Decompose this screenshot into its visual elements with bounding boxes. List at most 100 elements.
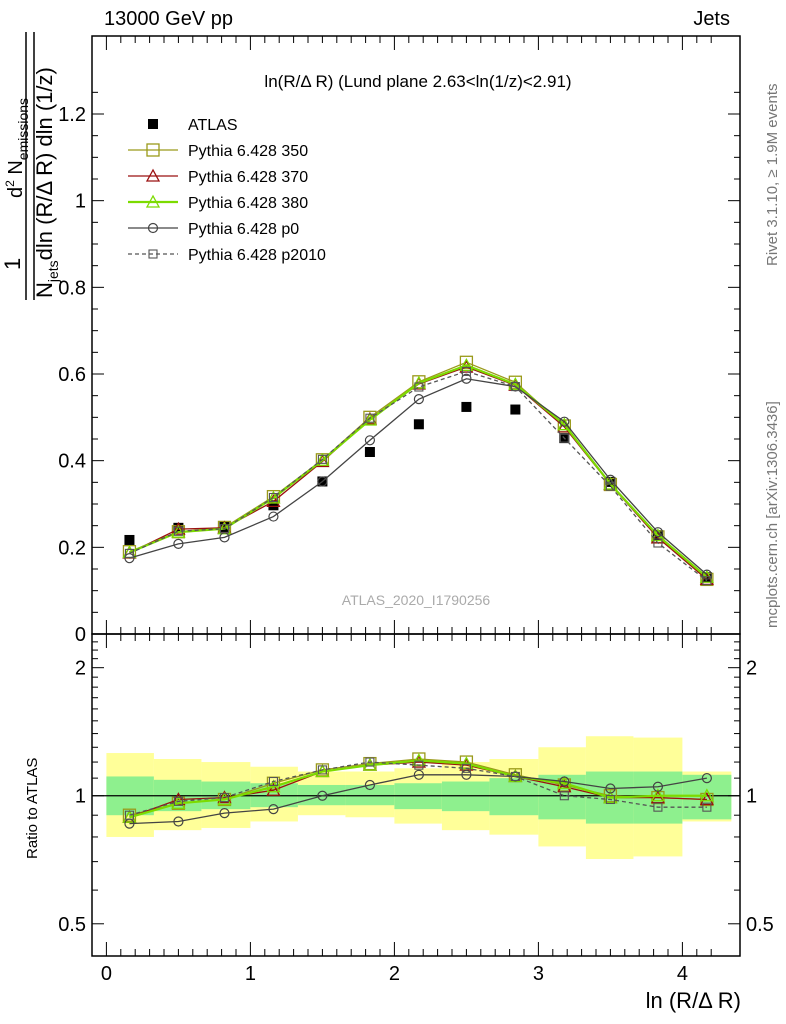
data-point <box>364 447 375 457</box>
legend-marker <box>145 168 161 182</box>
ratio-point <box>315 764 330 778</box>
ratio-line-pythia-6-428-p2010 <box>129 761 707 816</box>
data-point <box>461 373 472 384</box>
ratio-point <box>266 782 281 796</box>
ratio-point <box>317 790 328 801</box>
data-point <box>559 416 570 427</box>
legend-marker <box>145 194 161 208</box>
inner-band-bin <box>489 778 539 816</box>
ratio-point <box>461 769 472 780</box>
x-tick-label: 3 <box>533 963 544 985</box>
series-line-pythia-6-428-380 <box>129 364 708 579</box>
x-tick-label: 0 <box>101 963 112 985</box>
data-point <box>559 433 569 443</box>
ratio-point <box>702 802 712 812</box>
plot-title: ln(R/Δ R) (Lund plane 2.63<ln(1/z)<2.91) <box>264 72 571 91</box>
data-point <box>508 377 523 391</box>
ratio-point <box>557 775 572 789</box>
ratio-point <box>699 792 714 806</box>
ratio-plot-frame <box>91 633 741 957</box>
data-point <box>414 382 424 392</box>
data-point <box>461 401 472 412</box>
data-point <box>219 524 230 534</box>
ylabel-d: d <box>5 187 27 198</box>
legend-item-pythia-6-428-350: Pythia 6.428 350 <box>128 143 308 160</box>
data-point <box>268 500 279 511</box>
ylabel-N: N <box>32 282 57 298</box>
legend-label: Pythia 6.428 350 <box>188 143 308 160</box>
svg-text:Njetsdln (R/Δ R) dln (1/z): Njetsdln (R/Δ R) dln (1/z) <box>32 67 61 298</box>
ratio-point <box>605 794 615 805</box>
data-point <box>605 474 616 485</box>
ratio-point <box>364 779 376 791</box>
ratio-y-tick-label-left: 2 <box>75 658 86 680</box>
y-tick-label: 0.4 <box>58 451 86 473</box>
data-point <box>557 417 572 431</box>
ratio-point <box>605 783 616 794</box>
x-tick-label: 4 <box>677 963 688 985</box>
data-point <box>510 404 521 415</box>
ratio-point <box>171 795 186 809</box>
ratio-point <box>510 771 520 782</box>
data-point <box>363 410 377 424</box>
data-point <box>459 357 474 371</box>
ylabel-N-num: N <box>5 160 27 180</box>
svg-text:d2 Nemissions: d2 Nemissions <box>3 98 31 198</box>
ratio-point <box>173 796 183 806</box>
main-y-axis-label: 1 Njetsdln (R/Δ R) dln (1/z) d2 Nemissio… <box>0 32 61 300</box>
ylabel-jets-sub: jets <box>45 260 61 283</box>
header-process-label: 13000 GeV pp <box>104 8 233 30</box>
legend: ATLAS Pythia 6.428 350 Pythia 6.428 370 Pyt… <box>128 117 326 264</box>
y-tick-label: 0 <box>75 624 86 646</box>
ratio-point <box>219 793 230 803</box>
data-point <box>315 452 330 466</box>
ratio-series-pythia-6-428-p2010 <box>124 757 712 820</box>
ratio-y-tick-label-right: 1 <box>746 786 757 808</box>
legend-item-pythia-6-428-370: Pythia 6.428 370 <box>128 168 308 186</box>
ratio-y-tick-label-right: 0.5 <box>746 914 774 936</box>
ratio-point <box>219 808 230 819</box>
ratio-plot-ticks: 0.5 0.5 1 1 2 2 0 1 2 3 4 <box>58 634 774 985</box>
main-plot-panel: 0 0.2 0.4 0.6 0.8 1 1.2 ln(R/Δ R) (Lund plane … <box>0 32 741 646</box>
ratio-point <box>362 757 378 771</box>
data-point <box>510 382 520 392</box>
ylabel-emissions-sub: emissions <box>15 98 31 160</box>
ylabel-dln: dln (R/Δ R) dln (1/z) <box>32 67 57 260</box>
ratio-plot-series <box>122 752 714 829</box>
ratio-series-pythia-6-428-380 <box>122 753 714 823</box>
y-tick-label: 1 <box>75 191 86 213</box>
svg-text:1: 1 <box>0 258 25 270</box>
x-tick-label: 1 <box>245 963 256 985</box>
series-pythia-6-428-380 <box>122 357 714 583</box>
ratio-point <box>559 791 569 801</box>
legend-item-pythia-6-428-p2010: Pythia 6.428 p2010 <box>128 247 326 264</box>
y-tick-label: 0.2 <box>58 537 86 559</box>
legend-item-pythia-6-428-380: Pythia 6.428 380 <box>128 194 308 212</box>
ratio-y-axis-label: Ratio to ATLAS <box>24 758 41 859</box>
series-pythia-6-428-p2010 <box>124 366 712 586</box>
data-point <box>364 435 376 446</box>
series-pythia-6-428-p0 <box>124 373 712 580</box>
legend-label: Pythia 6.428 370 <box>188 169 308 186</box>
legend-label: ATLAS <box>188 117 238 134</box>
data-point <box>124 534 135 545</box>
ratio-point <box>701 773 712 784</box>
ylabel-sup2: 2 <box>3 180 17 187</box>
analysis-watermark: ATLAS_2020_I1790256 <box>342 592 491 608</box>
data-point <box>652 527 664 538</box>
data-point <box>268 511 279 522</box>
legend-marker <box>148 119 158 129</box>
series-line-pythia-6-428-p0 <box>129 378 708 576</box>
ratio-line-pythia-6-428-p0 <box>129 774 707 825</box>
data-point <box>173 538 184 549</box>
ratio-y-tick-label-left: 0.5 <box>58 914 86 936</box>
series-line-pythia-6-428-p2010 <box>129 370 708 582</box>
ratio-point <box>173 816 184 827</box>
data-point <box>317 476 328 487</box>
ratio-point <box>266 779 281 793</box>
data-point <box>268 492 278 503</box>
ratio-point <box>268 776 278 787</box>
ratio-point <box>652 781 664 792</box>
ratio-point <box>559 776 570 787</box>
legend-item-pythia-6-428-p0: Pythia 6.428 p0 <box>128 221 299 238</box>
